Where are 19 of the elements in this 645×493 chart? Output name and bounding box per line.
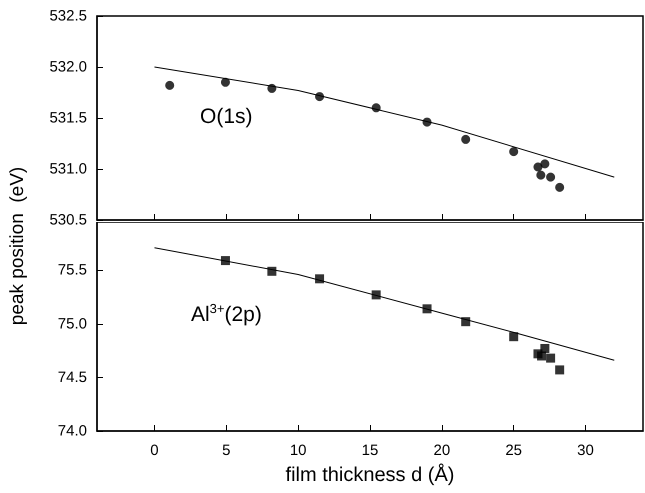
y-tick-label: 530.5 <box>49 212 87 228</box>
y-axis-title: peak position (eV) <box>7 166 28 326</box>
y-tick-label: 74.0 <box>58 422 87 440</box>
y-tick-label: 531.0 <box>49 160 87 178</box>
y-tick-label: 531.5 <box>49 110 87 126</box>
x-axis-title: film thickness d (Å) <box>286 463 454 486</box>
x-tick-label: 20 <box>434 442 450 459</box>
y-tick-label: 75.5 <box>58 262 87 279</box>
x-tick-label: 25 <box>505 442 522 459</box>
y-tick-label: 74.5 <box>58 368 87 386</box>
annotation: O(1s) <box>200 105 252 128</box>
x-tick-label: 10 <box>290 442 306 459</box>
x-tick-label: 0 <box>150 442 159 459</box>
y-tick-label: 75.0 <box>58 315 87 332</box>
y-tick-label: 532.5 <box>49 8 87 24</box>
x-tick-label: 15 <box>362 442 378 459</box>
y-tick-label: 532.0 <box>49 58 87 76</box>
x-tick-label: 30 <box>577 442 594 459</box>
x-tick-label: 5 <box>222 442 230 459</box>
